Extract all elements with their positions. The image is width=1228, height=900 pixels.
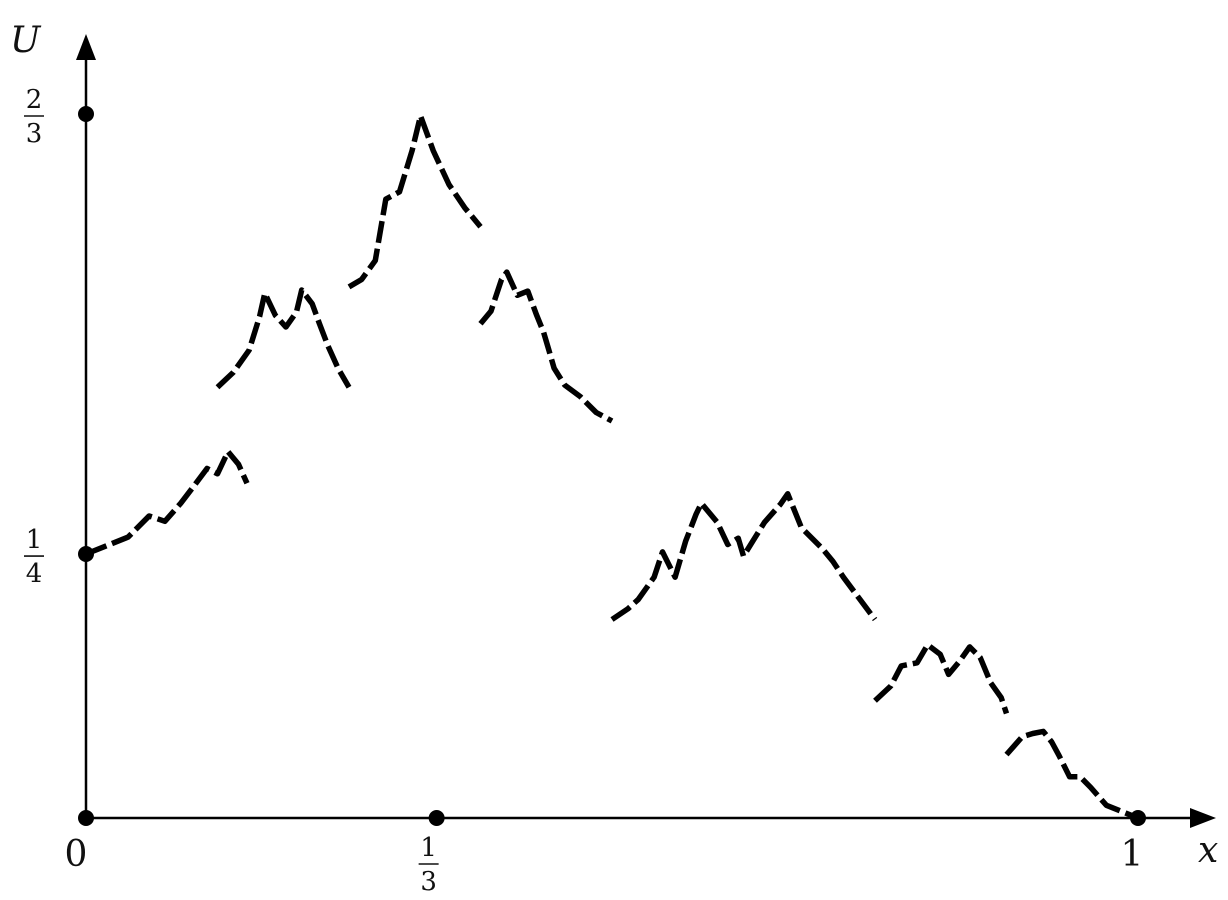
marked-point-4 (78, 546, 94, 563)
y-tick-label-2-denominator: 3 (26, 119, 43, 149)
y-tick-label-1-numerator: 1 (26, 525, 43, 555)
curve-segment-2 (215, 287, 352, 390)
y-tick-label-1-denominator: 4 (26, 559, 43, 589)
y-axis-arrow (76, 34, 96, 60)
curve-segment-1 (84, 448, 250, 557)
curve-segment-7 (1004, 728, 1140, 821)
marked-point-5 (78, 106, 94, 122)
x-tick-label-3: 1 (1121, 834, 1144, 875)
y-tick-label-1: 14 (24, 525, 44, 589)
x-axis-label: x (1198, 830, 1218, 871)
y-axis-label: U (10, 20, 42, 61)
curve-segment-6 (873, 642, 1010, 715)
x-tick-label-2: 13 (418, 833, 439, 897)
fractal-curve (84, 113, 1140, 821)
x-tick-label-1: 0 (65, 834, 88, 875)
curve-segment-3 (347, 113, 483, 290)
x-tick-label-2-denominator: 3 (420, 867, 437, 897)
marked-point-1 (78, 810, 94, 826)
x-axis-arrow (1190, 808, 1216, 828)
marked-points (78, 106, 1146, 826)
x-tick-label-2-numerator: 1 (420, 833, 437, 863)
y-tick-label-2: 23 (24, 85, 44, 149)
marked-point-3 (1130, 810, 1146, 826)
y-tick-label-2-numerator: 2 (26, 85, 43, 115)
marked-point-2 (428, 810, 445, 826)
curve-segment-4 (478, 269, 614, 424)
curve-segment-5 (610, 491, 878, 622)
